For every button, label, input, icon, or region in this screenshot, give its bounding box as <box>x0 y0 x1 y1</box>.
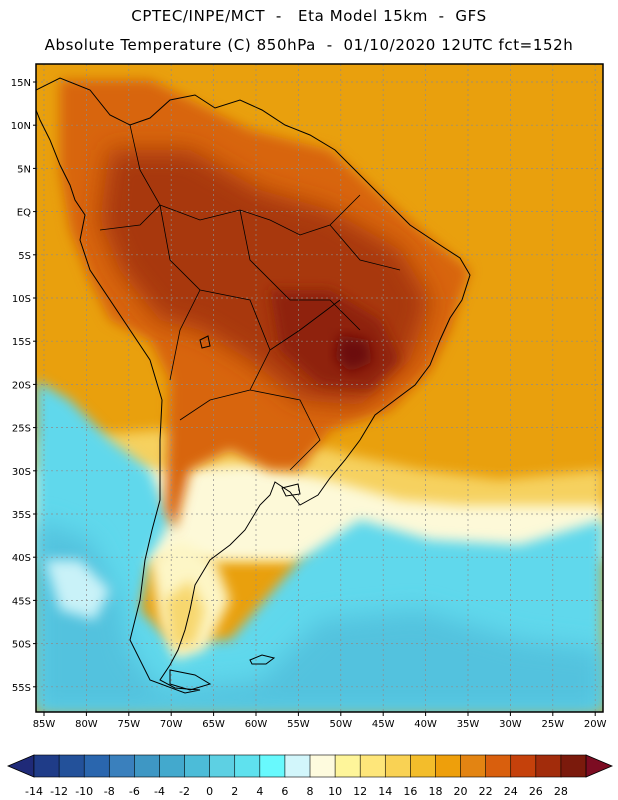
colorbar-swatch <box>410 754 437 778</box>
colorbar-label: -10 <box>75 785 93 798</box>
colorbar-swatch <box>284 754 311 778</box>
longitude-label: 20W <box>584 719 607 730</box>
colorbar-low-arrow <box>6 754 35 778</box>
longitude-label: 50W <box>329 719 352 730</box>
colorbar-swatch <box>334 754 361 778</box>
lagoa-dos-patos <box>281 483 301 497</box>
longitude-label: 75W <box>117 719 140 730</box>
colorbar-swatch <box>58 754 85 778</box>
colder-ocean-field <box>36 520 603 712</box>
longitude-label: 55W <box>287 719 310 730</box>
colorbar-swatch <box>485 754 512 778</box>
longitude-labels: 85W 80W 75W 70W 65W 60W 55W 50W 45W 40W 35W 30W 25W 2… <box>33 712 607 730</box>
colorbar-label: 24 <box>504 785 518 798</box>
colorbar-label: 10 <box>328 785 342 798</box>
colorbar-label: -6 <box>129 785 140 798</box>
colorbar-swatch <box>108 754 135 778</box>
hottest-spot <box>335 335 372 372</box>
colorbar-label: 0 <box>206 785 213 798</box>
colorbar-swatch <box>134 754 161 778</box>
colorbar-swatch <box>560 754 587 778</box>
colorbar-label: 26 <box>529 785 543 798</box>
colorbar-swatch <box>309 754 336 778</box>
colorbar-label: 14 <box>378 785 392 798</box>
latitude-label: EQ <box>17 208 31 219</box>
longitude-label: 45W <box>372 719 395 730</box>
colorbar-swatch <box>234 754 261 778</box>
colorbar-swatch <box>460 754 487 778</box>
latitude-label: 15N <box>11 78 31 89</box>
colorbar-label: 6 <box>281 785 288 798</box>
colorbar-swatch <box>83 754 110 778</box>
colorbar-label: 2 <box>231 785 238 798</box>
latitude-label: 55S <box>12 683 31 694</box>
longitude-label: 35W <box>457 719 480 730</box>
colorbar-label: 28 <box>554 785 568 798</box>
longitude-label: 65W <box>202 719 225 730</box>
longitude-label: 30W <box>499 719 522 730</box>
longitude-label: 25W <box>541 719 564 730</box>
south-america-coastline <box>36 77 471 694</box>
latitude-label: 10S <box>12 294 31 305</box>
falkland-islands <box>249 654 276 665</box>
colorbar-label: 4 <box>256 785 263 798</box>
colorbar: -14 -12 -10 -8 -6 -4 -2 0 2 4 6 8 10 12 14 16 18 20 22 24 26… <box>6 754 614 798</box>
colorbar-label: -4 <box>154 785 165 798</box>
longitude-label: 70W <box>160 719 183 730</box>
latitude-label: 20S <box>12 380 31 391</box>
colorbar-high-arrow <box>585 754 614 778</box>
latitude-label: 35S <box>12 510 31 521</box>
longitude-label: 85W <box>33 719 56 730</box>
colorbar-label: 8 <box>307 785 314 798</box>
colorbar-swatch <box>159 754 186 778</box>
colorbar-label: 20 <box>454 785 468 798</box>
latitude-label: 45S <box>12 596 31 607</box>
hot-core-field <box>270 290 400 390</box>
colorbar-swatch <box>535 754 562 778</box>
colorbar-label: 16 <box>403 785 417 798</box>
colorbar-label: -2 <box>179 785 190 798</box>
latitude-labels: 15N 10N 5N EQ 5S 10S 15S 20S 25S 30S 35S 40S 45S 50S 5… <box>11 78 36 694</box>
longitude-label: 80W <box>75 719 98 730</box>
colorbar-label: 12 <box>353 785 367 798</box>
colorbar-label: -14 <box>25 785 43 798</box>
colorbar-swatch <box>184 754 211 778</box>
latitude-label: 15S <box>12 337 31 348</box>
latitude-label: 50S <box>12 640 31 651</box>
coastline <box>36 77 471 694</box>
country-borders <box>99 124 401 471</box>
colorbar-swatch <box>359 754 386 778</box>
colorbar-label: -12 <box>50 785 68 798</box>
title-line-2: Absolute Temperature (C) 850hPa - 01/10/… <box>44 36 574 54</box>
title-line-1: CPTEC/INPE/MCT - Eta Model 15km - GFS <box>131 7 487 25</box>
latitude-label: 25S <box>12 424 31 435</box>
colorbar-label: -8 <box>104 785 115 798</box>
colorbar-swatch <box>384 754 411 778</box>
map-frame <box>35 63 604 713</box>
latitude-label: 5S <box>18 251 31 262</box>
colorbar-label: 18 <box>428 785 442 798</box>
latitude-label: 30S <box>12 467 31 478</box>
map-field <box>36 64 603 712</box>
yellow-patch-patagonia <box>165 580 205 648</box>
colorbar-swatch <box>259 754 286 778</box>
longitude-label: 60W <box>245 719 268 730</box>
tierra-del-fuego <box>169 669 212 691</box>
pale-cyan-patch <box>45 560 110 620</box>
graticule <box>36 64 603 712</box>
colorbar-swatch <box>510 754 537 778</box>
lake-titicaca-patch <box>199 335 211 349</box>
latitude-label: 5N <box>17 164 31 175</box>
latitude-label: 40S <box>12 553 31 564</box>
colorbar-label: 22 <box>479 785 493 798</box>
latitude-label: 10N <box>11 121 31 132</box>
colorbar-swatch <box>435 754 462 778</box>
colorbar-swatch <box>209 754 236 778</box>
colorbar-swatch <box>33 754 60 778</box>
longitude-label: 40W <box>414 719 437 730</box>
